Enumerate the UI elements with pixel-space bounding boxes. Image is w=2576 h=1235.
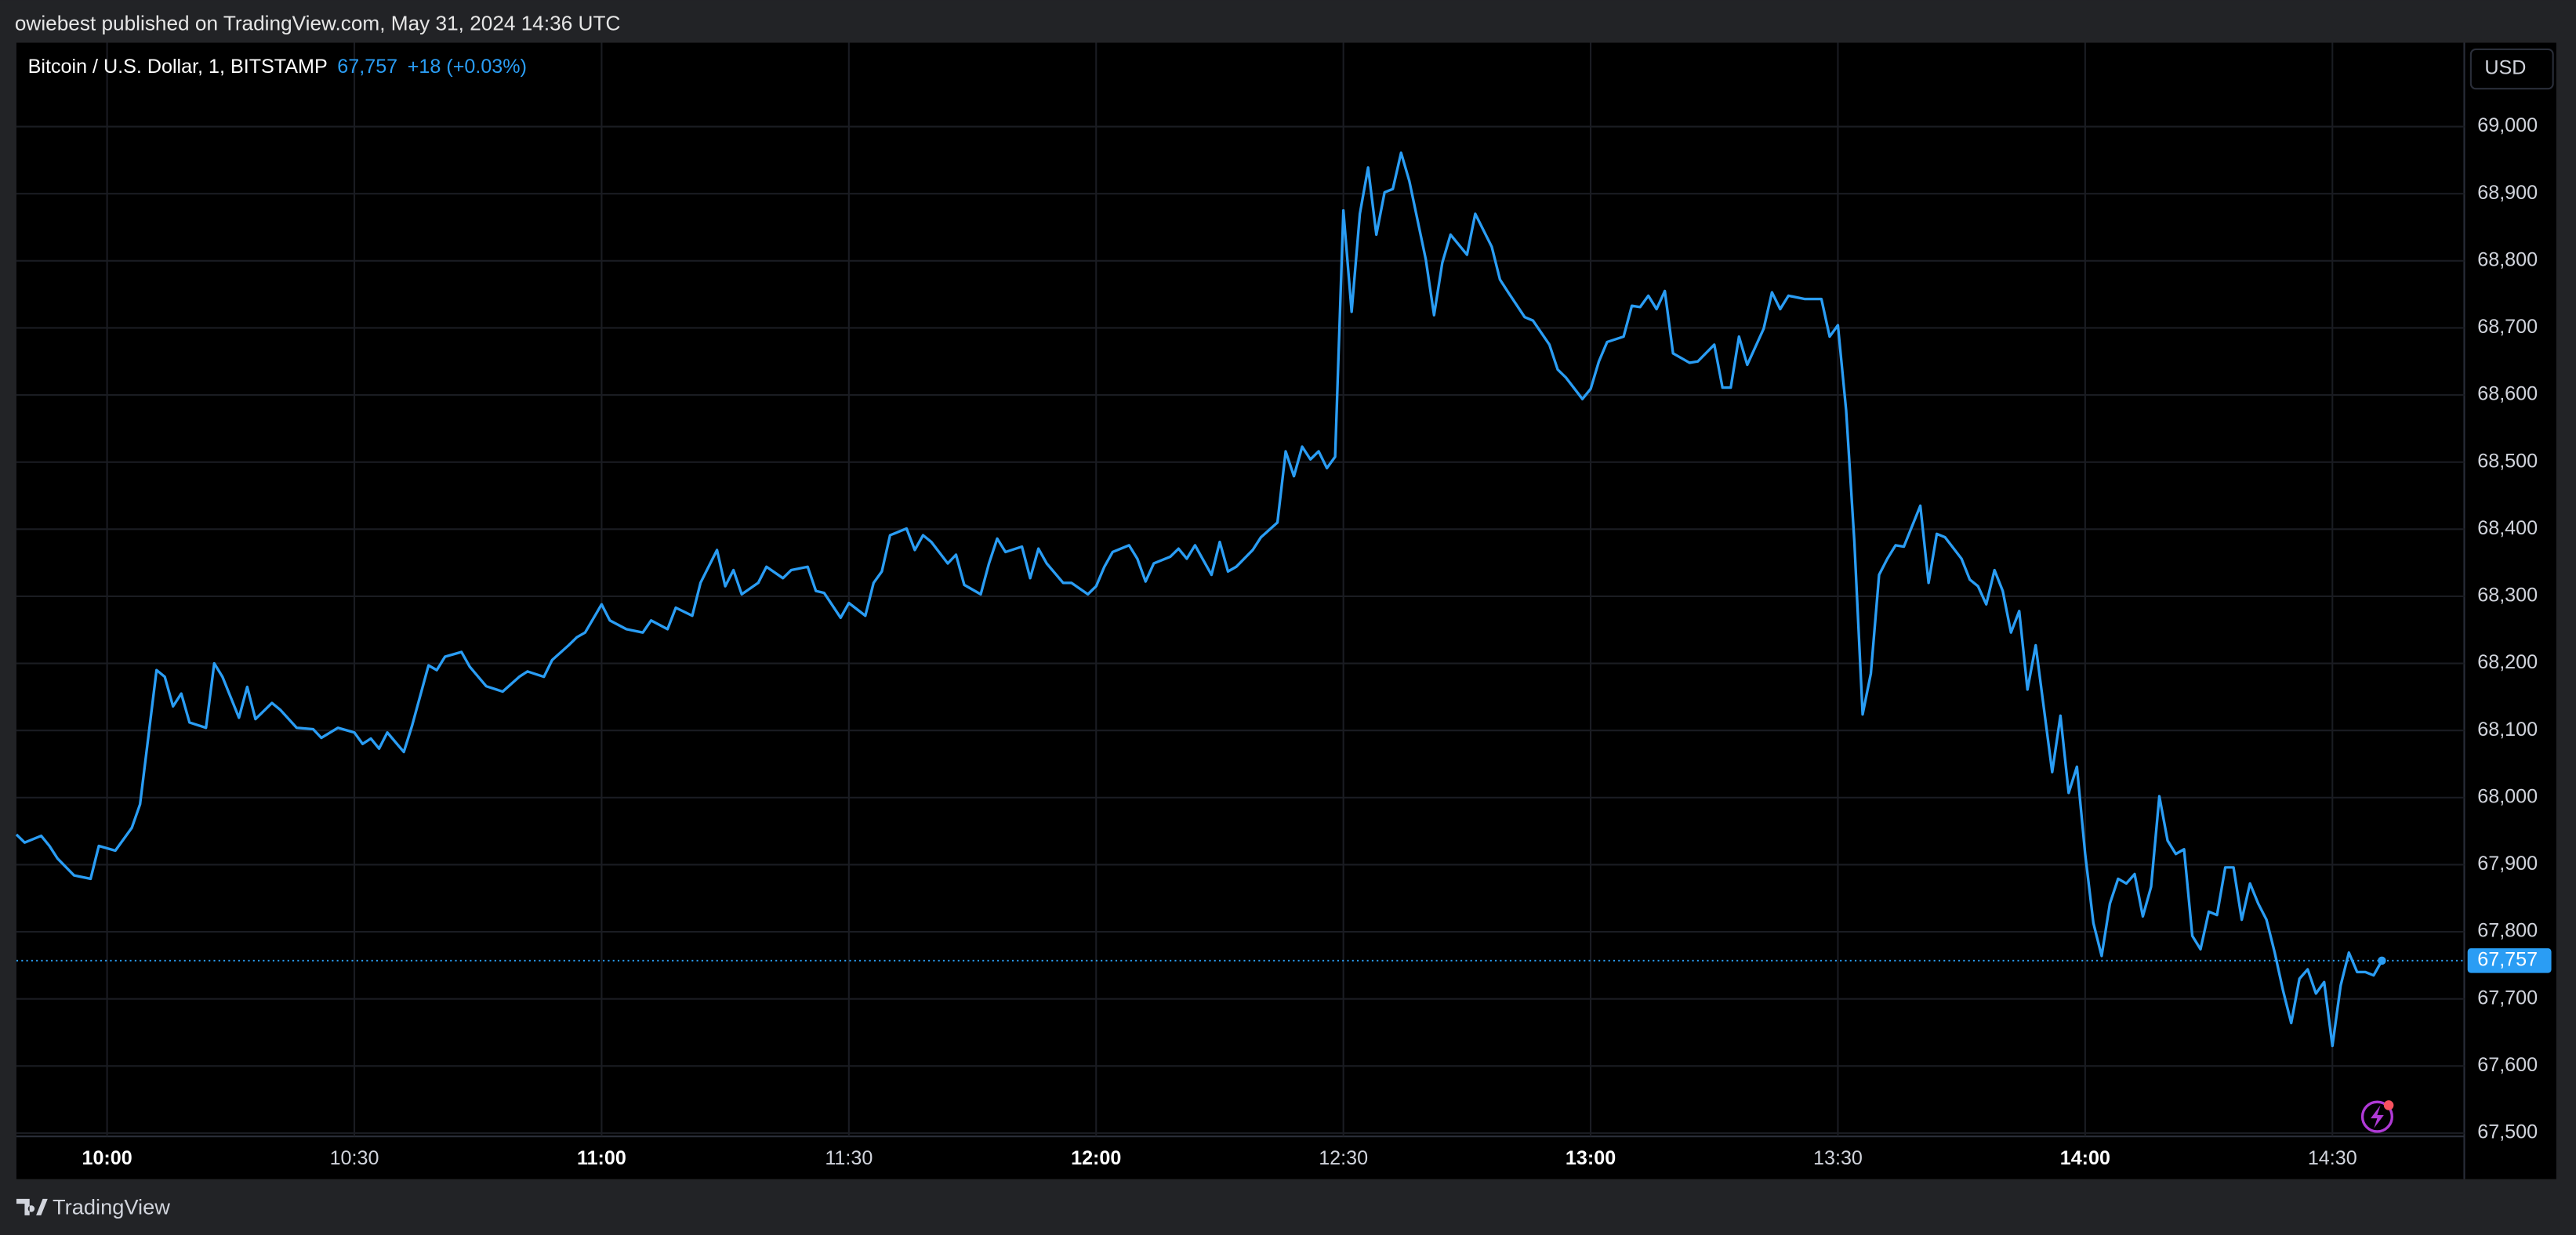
x-tick-label: 12:30: [1319, 1147, 1368, 1169]
x-tick-label: 10:00: [82, 1147, 132, 1169]
y-tick-label: 68,200: [2477, 651, 2538, 673]
y-tick-label: 67,700: [2477, 987, 2538, 1009]
x-tick-label: 11:30: [825, 1147, 873, 1169]
legend: Bitcoin / U.S. Dollar, 1, BITSTAMP 67,757…: [28, 56, 527, 78]
y-tick-label: 69,000: [2477, 114, 2538, 136]
y-tick-label: 68,500: [2477, 450, 2538, 472]
plot: [15, 151, 2465, 1048]
lightning-icon[interactable]: [2360, 1100, 2394, 1133]
symbol-title: Bitcoin / U.S. Dollar, 1, BITSTAMP: [28, 56, 328, 78]
y-tick-label: 68,300: [2477, 585, 2538, 607]
last-price-tag: [2467, 948, 2552, 973]
x-tick-label: 14:00: [2060, 1147, 2110, 1169]
last-price-label: 67,757: [2477, 949, 2538, 971]
price-line: [15, 151, 2383, 1048]
x-tick-label: 12:00: [1071, 1147, 1121, 1169]
chart-pane: [16, 42, 2556, 1179]
y-tick-label: 67,800: [2477, 920, 2538, 942]
price-change: +18 (+0.03%): [408, 56, 527, 78]
last-point: [2378, 956, 2386, 965]
y-tick-label: 68,400: [2477, 517, 2538, 539]
y-tick-label: 68,700: [2477, 316, 2538, 338]
y-tick-label: 67,900: [2477, 853, 2538, 875]
published-note: owiebest published on TradingView.com, M…: [15, 11, 621, 34]
currency-button[interactable]: [2469, 48, 2554, 90]
y-tick-label: 68,600: [2477, 383, 2538, 405]
y-tick-label: 68,000: [2477, 785, 2538, 807]
currency[interactable]: USD: [2484, 57, 2526, 79]
x-tick-label: 11:00: [577, 1147, 626, 1169]
x-tick-label: 14:30: [2308, 1147, 2357, 1169]
y-tick-label: 67,600: [2477, 1054, 2538, 1076]
last-price: 67,757: [337, 56, 397, 78]
x-tick-label: 10:30: [330, 1147, 379, 1169]
axes: 67,500 67,600 67,700 67,800 67,900 68,000 68,1…: [82, 114, 2552, 1169]
x-tick-label: 13:00: [1566, 1147, 1616, 1169]
y-tick-label: 68,900: [2477, 182, 2538, 204]
tv-logo: [16, 1198, 48, 1215]
y-tick-label: 68,100: [2477, 719, 2538, 741]
brand: TradingView: [53, 1195, 170, 1219]
x-tick-label: 13:30: [1813, 1147, 1863, 1169]
grid: [16, 42, 2465, 1137]
y-tick-label: 67,500: [2477, 1121, 2538, 1143]
y-tick-label: 68,800: [2477, 248, 2538, 270]
